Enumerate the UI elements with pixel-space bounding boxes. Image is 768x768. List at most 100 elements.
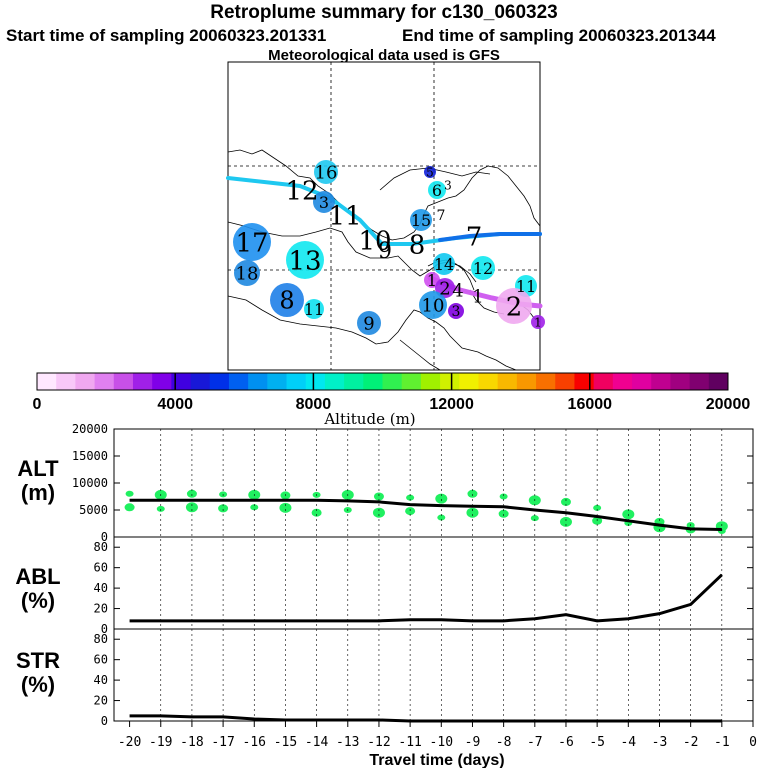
colorbar-segment-25	[516, 373, 537, 390]
str-series-line	[129, 714, 722, 723]
colorbar-segment-14	[305, 373, 326, 390]
plume-day-label-24: 4	[452, 280, 463, 301]
plume-day-label-8: 11	[304, 300, 324, 319]
alt-ytick-label-2: 10000	[72, 476, 108, 490]
plume-day-label-3: 11	[328, 201, 361, 231]
plume-day-label-29: 1	[534, 315, 542, 329]
colorbar-segment-23	[478, 373, 499, 390]
plume-marker-8	[304, 299, 324, 319]
plume-marker-27	[448, 303, 464, 319]
colorbar-segment-0	[37, 373, 57, 390]
x-tick-label-19: -1	[714, 735, 730, 750]
alt-point-9	[250, 504, 259, 511]
colorbar-segment-11	[248, 373, 268, 390]
alt-ytick-label-3: 15000	[72, 449, 108, 463]
sampling-end: End time of sampling 20060323.201344	[402, 26, 716, 45]
alt-point-28	[560, 497, 571, 506]
alt-point-5	[185, 502, 198, 513]
plume-marker-17	[428, 181, 446, 199]
colorbar-segment-27	[555, 373, 575, 390]
colorbar-segment-29	[593, 373, 614, 390]
x-tick-label-4: -16	[243, 735, 266, 750]
abl-ytick-label-4: 80	[94, 540, 108, 554]
colorbar-segment-2	[75, 373, 96, 390]
colorbar-segment-9	[209, 373, 230, 390]
alt-unit: (m)	[21, 480, 55, 505]
x-tick-label-9: -11	[398, 735, 421, 750]
met-data-note: Meteorological data used is GFS	[268, 47, 500, 64]
colorbar-tick-label-3: 12000	[429, 396, 474, 413]
abl-panel: 0 20 40 60 80	[94, 540, 753, 636]
plume-day-label-10: 10	[358, 226, 391, 256]
panel-labels: ALT (m) ABL (%) STR (%)	[15, 456, 60, 697]
x-gridlines	[160, 429, 723, 721]
colorbar-tick-label-2: 8000	[296, 396, 332, 413]
alt-point-22	[467, 489, 478, 498]
colorbar-segment-21	[440, 373, 460, 390]
colorbar-tick-label-4: 16000	[568, 396, 613, 413]
plume-marker-5	[234, 260, 260, 286]
plume-track-blue	[438, 232, 542, 242]
colorbar-segment-13	[286, 373, 307, 390]
altitude-colorbar: 0 4000 8000 12000 16000 20000 Altitude (m)	[33, 372, 750, 428]
x-tick-label-14: -6	[558, 735, 574, 750]
colorbar-segment-30	[612, 373, 633, 390]
plume-day-label-15: 7	[437, 208, 446, 224]
x-tick-label-10: -10	[430, 735, 453, 750]
plume-markers	[233, 160, 545, 335]
colorbar-segment-10	[228, 373, 249, 390]
x-axis-label: Travel time (days)	[369, 752, 504, 768]
colorbar-segment-1	[56, 373, 76, 390]
plume-day-label-9: 9	[363, 313, 374, 334]
plume-day-label-6: 13	[288, 246, 321, 276]
x-tick-label-12: -8	[496, 735, 512, 750]
str-label: STR	[16, 648, 60, 673]
abl-ytick-label-3: 60	[94, 561, 108, 575]
colorbar-tick-label-1: 4000	[157, 396, 193, 413]
alt-point-4	[186, 489, 197, 498]
alt-point-23	[466, 507, 479, 518]
x-tick-label-13: -7	[527, 735, 543, 750]
alt-point-24	[499, 493, 508, 500]
colorbar-segment-31	[632, 373, 652, 390]
plume-day-label-21: 11	[516, 277, 536, 296]
str-panel: 0 20 40 60 80	[94, 632, 753, 728]
alt-point-27	[530, 515, 539, 522]
alt-point-17	[372, 507, 385, 518]
alt-point-25	[498, 509, 509, 518]
plume-day-label-4: 17	[235, 228, 268, 258]
plume-marker-0	[314, 160, 338, 184]
str-ytick-label-4: 80	[94, 632, 108, 646]
plume-day-label-5: 18	[236, 263, 259, 284]
colorbar-segment-35	[708, 373, 729, 390]
alt-point-11	[279, 502, 292, 513]
alt-point-19	[405, 507, 416, 516]
colorbar-segment-24	[497, 373, 518, 390]
time-series-panels: 0 5000 10000 15000 20000 0 20 40 60 80 0 20 40 60 80…	[15, 422, 757, 768]
x-tick-label-0: -20	[118, 735, 141, 750]
sampling-start: Start time of sampling 20060323.201331	[6, 26, 327, 45]
plume-marker-2	[313, 191, 335, 213]
colorbar-segment-8	[190, 373, 211, 390]
colorbar-segment-18	[382, 373, 403, 390]
x-tick-label-16: -4	[620, 735, 636, 750]
x-axis-ticks: -20 -19 -18 -17 -16 -15 -14 -13 -12 -11 -10 -9 -8 -7-…	[118, 721, 757, 750]
x-tick-label-20: 0	[749, 735, 757, 750]
alt-point-18	[406, 494, 415, 501]
abl-series-line	[129, 573, 723, 623]
plume-marker-4	[233, 223, 271, 261]
x-tick-label-15: -5	[589, 735, 605, 750]
plume-marker-28	[496, 288, 532, 324]
plume-day-label-17: 6	[432, 181, 442, 200]
plume-day-label-0: 16	[315, 162, 338, 183]
plume-day-label-14: 15	[411, 211, 431, 230]
plume-day-label-13: 7	[466, 222, 483, 252]
x-tick-label-11: -9	[465, 735, 481, 750]
x-tick-label-8: -12	[367, 735, 390, 750]
colorbar-axis-label: Altitude (m)	[323, 410, 415, 428]
colorbar-segment-16	[344, 373, 364, 390]
colorbar-segment-19	[401, 373, 422, 390]
plume-day-label-12: 8	[409, 230, 426, 260]
